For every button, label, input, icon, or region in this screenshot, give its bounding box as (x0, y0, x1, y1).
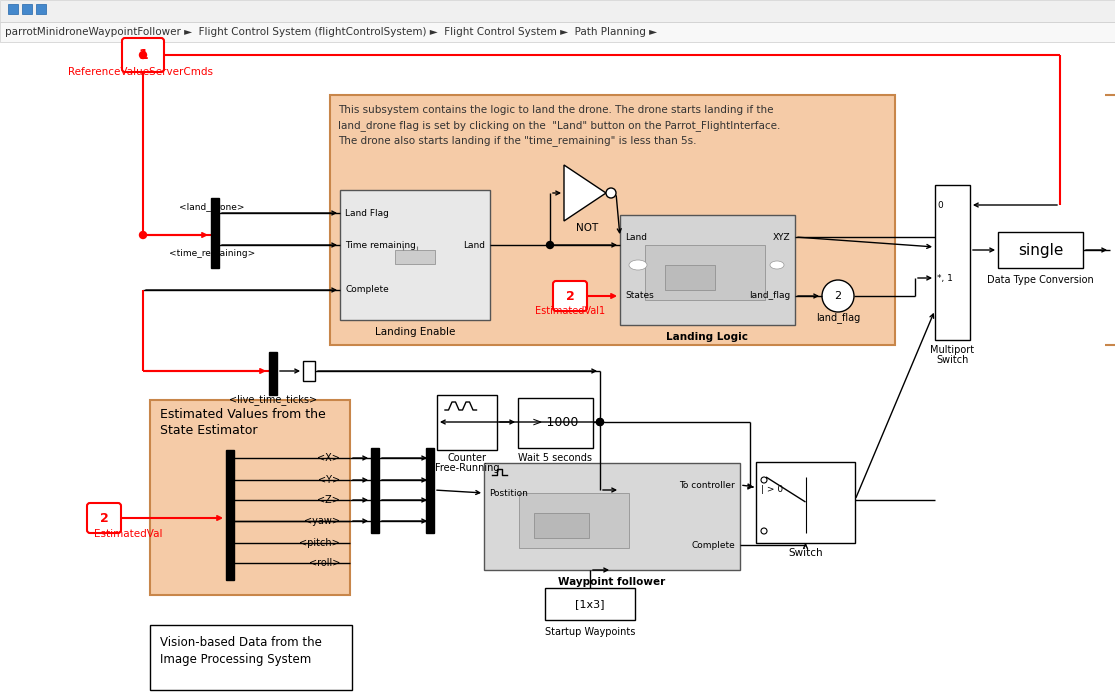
Circle shape (139, 231, 146, 238)
Bar (340, 190, 489, 320)
Bar (330, 95, 895, 345)
Bar (395, 250, 435, 264)
Bar (935, 185, 970, 340)
Text: Data Type Conversion: Data Type Conversion (987, 275, 1094, 285)
Text: *, 1: *, 1 (937, 273, 953, 282)
FancyBboxPatch shape (122, 38, 164, 72)
Text: Multiport: Multiport (930, 345, 975, 355)
Text: Image Processing System: Image Processing System (159, 652, 311, 666)
Text: Landing Logic: Landing Logic (667, 332, 748, 342)
Text: 1: 1 (138, 48, 148, 62)
Bar (269, 352, 277, 395)
Circle shape (597, 418, 603, 425)
Bar (518, 493, 629, 548)
Bar (226, 450, 234, 580)
Text: Counter: Counter (447, 453, 486, 463)
Text: Land: Land (626, 233, 647, 241)
Text: Land Flag: Land Flag (345, 208, 389, 217)
Text: <time_remaining>: <time_remaining> (168, 250, 255, 259)
Text: Waypoint follower: Waypoint follower (559, 577, 666, 587)
Bar (545, 588, 636, 620)
Text: State Estimator: State Estimator (159, 424, 258, 436)
Text: Complete: Complete (691, 540, 735, 549)
Text: This subsystem contains the logic to land the drone. The drone starts landing if: This subsystem contains the logic to lan… (338, 105, 780, 146)
Text: | > 0: | > 0 (762, 486, 783, 494)
Text: Free-Running: Free-Running (435, 463, 500, 473)
Text: States: States (626, 291, 653, 300)
Text: ReferenceValueServerCmds: ReferenceValueServerCmds (68, 67, 213, 77)
Text: 2: 2 (99, 512, 108, 525)
Bar (303, 361, 316, 381)
Text: land_flag: land_flag (816, 312, 860, 323)
Text: EstimatedVal: EstimatedVal (94, 529, 163, 539)
FancyBboxPatch shape (553, 281, 586, 311)
Text: XYZ: XYZ (773, 233, 791, 241)
Text: Complete: Complete (345, 286, 389, 295)
Text: <land_drone>: <land_drone> (180, 203, 245, 211)
Circle shape (762, 477, 767, 483)
Circle shape (762, 528, 767, 534)
Bar (534, 513, 589, 538)
Text: To controller: To controller (679, 480, 735, 489)
Text: [1x3]: [1x3] (575, 599, 604, 609)
Circle shape (546, 241, 553, 249)
Ellipse shape (770, 261, 784, 269)
Circle shape (139, 52, 146, 59)
Text: Switch: Switch (937, 355, 969, 365)
Text: NOT: NOT (575, 223, 598, 233)
Text: <live_time_ticks>: <live_time_ticks> (229, 395, 317, 406)
Text: <yaw>: <yaw> (304, 516, 340, 526)
Text: Wait 5 seconds: Wait 5 seconds (518, 453, 592, 463)
Bar (0, 22, 1115, 42)
Bar (426, 448, 434, 533)
Text: <Y>: <Y> (318, 475, 340, 485)
Text: single: single (1018, 243, 1064, 257)
Text: Time remaining: Time remaining (345, 240, 416, 250)
Text: <Z>: <Z> (317, 495, 340, 505)
Ellipse shape (629, 260, 647, 270)
Text: <roll>: <roll> (309, 558, 340, 568)
Text: 2: 2 (834, 291, 842, 301)
Text: parrotMinidroneWaypointFollower ►  Flight Control System (flightControlSystem) ►: parrotMinidroneWaypointFollower ► Flight… (4, 27, 657, 37)
Bar (756, 462, 855, 543)
FancyBboxPatch shape (87, 503, 122, 533)
Text: Startup Waypoints: Startup Waypoints (545, 627, 636, 637)
Text: Switch: Switch (788, 548, 823, 558)
Text: Estimated Values from the: Estimated Values from the (159, 408, 326, 420)
Bar (644, 245, 765, 300)
Text: Vision-based Data from the: Vision-based Data from the (159, 636, 322, 650)
Text: 2: 2 (565, 289, 574, 302)
Circle shape (822, 280, 854, 312)
Bar (211, 198, 219, 268)
Text: Land: Land (463, 240, 485, 250)
Text: <X>: <X> (317, 453, 340, 463)
Text: 0: 0 (937, 201, 943, 210)
Bar (371, 448, 379, 533)
Text: > 1000: > 1000 (532, 417, 579, 429)
Text: Landing Enable: Landing Enable (375, 327, 455, 337)
Circle shape (597, 418, 603, 425)
Bar (998, 232, 1083, 268)
Bar (0, 0, 1115, 22)
Bar (665, 265, 715, 290)
Bar (151, 400, 350, 595)
Bar (36, 4, 46, 14)
Bar (22, 4, 32, 14)
Circle shape (605, 188, 615, 198)
Bar (518, 398, 593, 448)
Bar (484, 463, 740, 570)
Text: land_flag: land_flag (749, 291, 791, 300)
Text: EstimatedVal1: EstimatedVal1 (535, 306, 605, 316)
Text: Postition: Postition (489, 489, 527, 498)
Bar (151, 625, 352, 690)
Bar (620, 215, 795, 325)
Text: <pitch>: <pitch> (299, 538, 340, 548)
Bar (437, 395, 497, 450)
Polygon shape (564, 165, 605, 221)
Bar (8, 4, 18, 14)
